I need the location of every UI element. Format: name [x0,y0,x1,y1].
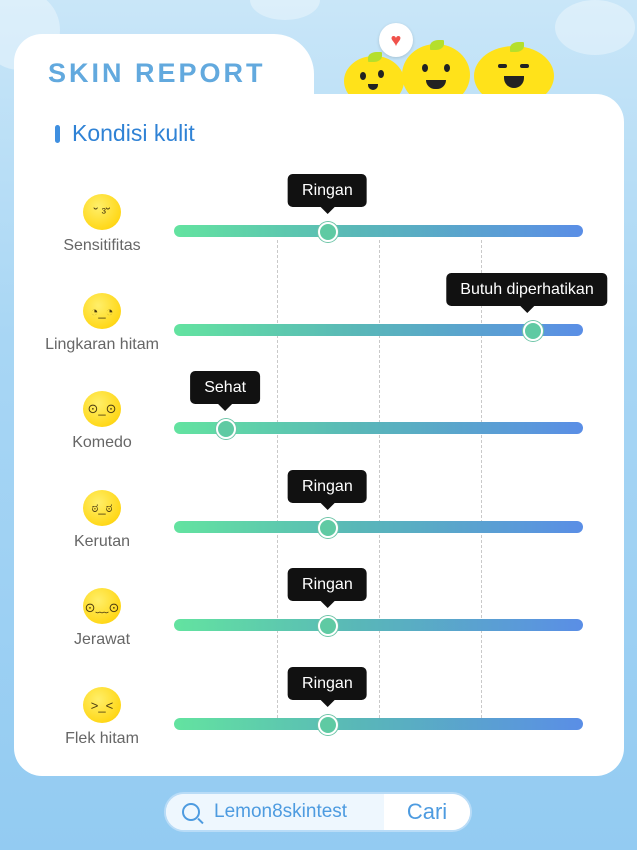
condition-label: Lingkaran hitam [45,336,159,353]
search-query: Lemon8skintest [214,801,348,822]
condition-level-marker [318,222,339,242]
squinting-lemon-icon: >_< [83,687,121,723]
search-input[interactable]: Lemon8skintest [166,794,386,830]
condition-level-marker [522,321,543,341]
condition-level-tooltip: Ringan [288,174,367,214]
condition-level-marker [318,518,339,538]
condition-level-tooltip: Butuh diperhatikan [446,273,608,313]
blushing-lemon-icon: ˘ ³˘ [83,194,121,230]
surprised-lemon-icon: ⊙_⊙ [83,391,121,427]
condition-level-marker [216,419,237,439]
condition-label: Kerutan [73,533,131,550]
frowning-lemon-icon: ಠ_ಠ [83,490,121,526]
condition-level-track [174,324,583,336]
condition-label: Komedo [72,434,132,451]
condition-label: Flek hitam [65,730,139,747]
search-button[interactable]: Cari [384,794,470,830]
search-bar[interactable]: Lemon8skintest Cari [164,792,472,832]
background-bubble [250,0,320,20]
scale-guide-line [379,240,380,718]
condition-level-track [174,422,583,434]
condition-level-track [174,521,583,533]
condition-level-tooltip: Sehat [190,371,261,411]
section-header: Kondisi kulit [55,120,195,147]
condition-level-tooltip: Ringan [288,470,367,510]
worried-lemon-icon: ⊙﹏⊙ [83,588,121,624]
scale-guide-line [277,240,278,718]
condition-level-tooltip: Ringan [288,667,367,707]
section-title: Kondisi kulit [72,120,195,146]
condition-label: Sensitifitas [63,237,141,254]
section-accent-bar [55,124,60,143]
condition-label: Jerawat [73,631,131,648]
condition-level-marker [318,616,339,636]
condition-level-marker [318,715,339,735]
search-icon [182,803,200,821]
condition-level-track [174,619,583,631]
heart-icon: ♥ [379,23,413,57]
condition-level-tooltip: Ringan [288,568,367,608]
condition-level-track [174,718,583,730]
report-title: SKIN REPORT [48,58,266,88]
background-bubble [555,0,635,55]
tired-lemon-icon: ◔_◔ [83,293,121,329]
condition-level-track [174,225,583,237]
scale-guide-line [481,240,482,718]
